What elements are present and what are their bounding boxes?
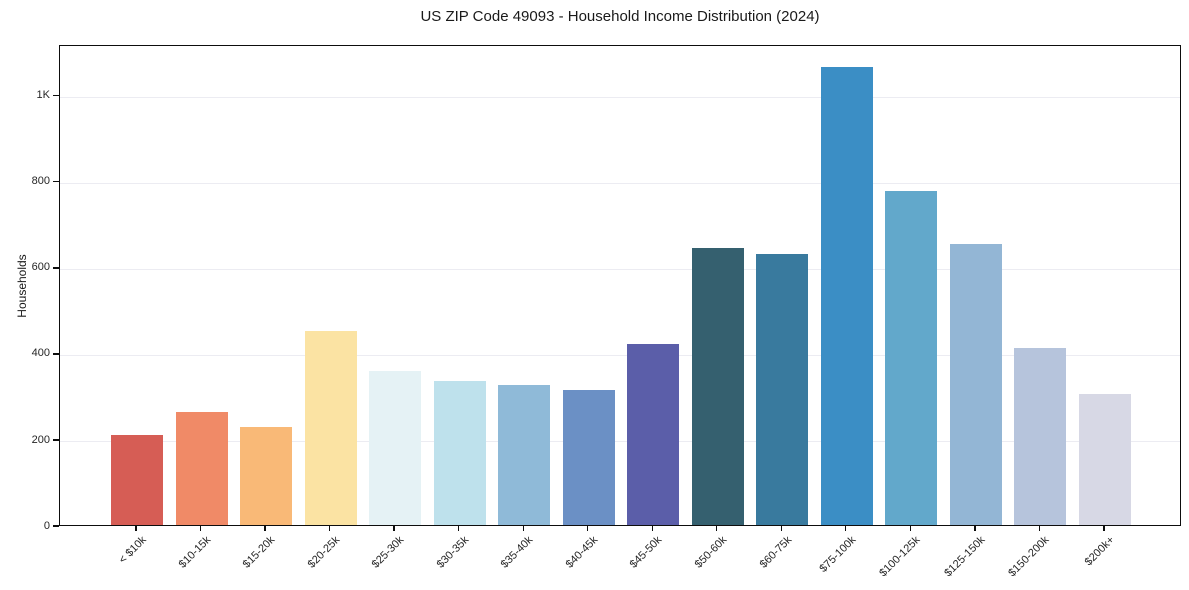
x-tick-label: $40-45k xyxy=(563,534,601,571)
x-tick-mark xyxy=(457,526,460,531)
chart-title: US ZIP Code 49093 - Household Income Dis… xyxy=(420,8,820,25)
x-tick-label: $200k+ xyxy=(1082,534,1117,569)
x-tick-label: $125-150k xyxy=(942,534,988,580)
x-tick-label: $150-200k xyxy=(1006,534,1052,580)
bar xyxy=(433,381,486,525)
y-axis-label: Households xyxy=(15,254,29,318)
x-tick-mark xyxy=(716,526,718,531)
gridline xyxy=(60,354,1180,356)
bar xyxy=(949,243,1002,525)
x-tick-mark xyxy=(199,526,202,531)
x-tick-mark xyxy=(522,526,524,531)
gridline xyxy=(60,268,1180,270)
gridline xyxy=(60,96,1180,98)
x-tick-label: $45-50k xyxy=(628,534,665,571)
bar xyxy=(1014,348,1067,525)
bar xyxy=(1079,394,1131,525)
gridline xyxy=(60,441,1180,442)
x-tick-label: $15-20k xyxy=(240,534,278,571)
x-tick-label: $25-30k xyxy=(369,534,407,571)
x-tick-mark xyxy=(780,526,782,531)
x-tick-label: $10-15k xyxy=(176,534,213,571)
x-tick-mark xyxy=(1103,526,1105,531)
x-tick-mark xyxy=(974,526,976,531)
y-tick-label: 200 xyxy=(31,433,50,446)
x-tick-mark xyxy=(651,526,653,531)
x-tick-mark xyxy=(1038,526,1041,531)
x-tick-label: < $10k xyxy=(116,534,149,567)
bar xyxy=(627,343,680,525)
bar xyxy=(820,66,873,525)
x-tick-mark xyxy=(135,526,137,531)
x-tick-label: $60-75k xyxy=(757,534,794,571)
y-tick-label: 400 xyxy=(31,347,50,360)
x-tick-label: $100-125k xyxy=(877,534,923,580)
gridline xyxy=(60,182,1180,184)
x-tick-label: $50-60k xyxy=(692,534,730,571)
y-tick-label: 600 xyxy=(31,261,50,274)
x-tick-mark xyxy=(587,526,589,531)
y-tick-mark xyxy=(53,439,59,441)
y-tick-mark xyxy=(53,525,59,527)
x-tick-label: $35-40k xyxy=(499,534,536,571)
bar xyxy=(369,371,422,525)
bar xyxy=(691,247,744,525)
x-tick-mark xyxy=(845,526,847,531)
x-tick-mark xyxy=(264,526,266,531)
bar xyxy=(175,412,228,525)
x-tick-label: $30-35k xyxy=(434,534,472,571)
bar xyxy=(756,254,809,525)
bar xyxy=(498,384,551,525)
y-tick-mark xyxy=(53,95,59,97)
bar xyxy=(111,434,163,525)
bar xyxy=(304,331,357,525)
y-tick-label: 0 xyxy=(43,519,50,532)
y-tick-mark xyxy=(53,353,59,355)
x-tick-label: $75-100k xyxy=(817,534,859,575)
x-tick-mark xyxy=(909,526,912,531)
y-tick-mark xyxy=(53,267,59,269)
y-tick-label: 800 xyxy=(31,175,50,188)
x-tick-mark xyxy=(393,526,395,531)
bar xyxy=(885,191,938,525)
x-tick-mark xyxy=(328,526,331,531)
y-tick-mark xyxy=(53,181,59,183)
bar xyxy=(240,426,293,525)
y-tick-label: 1K xyxy=(36,89,50,102)
bar xyxy=(562,390,615,525)
x-tick-label: $20-25k xyxy=(305,534,343,571)
plot-area xyxy=(59,45,1181,526)
